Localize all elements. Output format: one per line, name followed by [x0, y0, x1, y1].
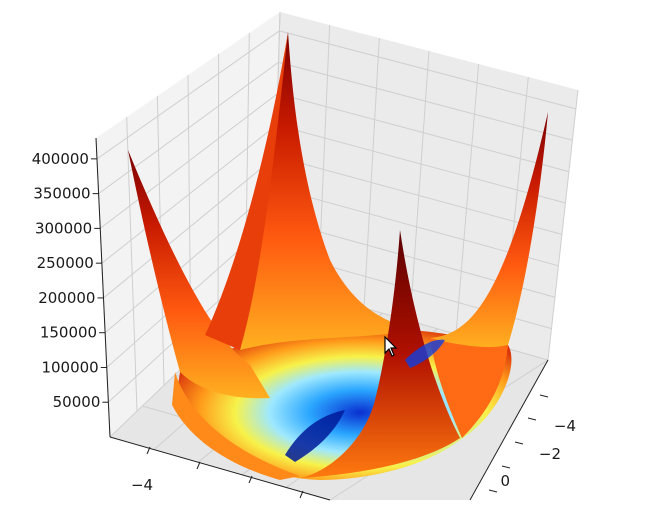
y-axis-ticks: −4 −2 0	[488, 394, 576, 493]
surface-shoulder	[205, 32, 288, 350]
x-tick-mark	[196, 461, 201, 470]
z-tick-label: 150000	[40, 324, 97, 342]
x-tick-mark	[146, 446, 151, 455]
surface-peak-front	[300, 230, 460, 478]
y-tick-mark	[514, 441, 524, 445]
z-tick-label: 350000	[33, 185, 90, 203]
surface-peak-left	[128, 150, 270, 399]
y-tick-mark	[527, 417, 537, 421]
mouse-cursor-icon	[384, 336, 398, 357]
y-tick-label: −4	[554, 417, 576, 435]
y-axis-spine	[469, 359, 549, 501]
surface	[128, 32, 548, 480]
surface-trough	[285, 410, 345, 462]
surface-front-wall	[172, 372, 300, 480]
surface-peak-right	[430, 112, 548, 348]
x-axis-ticks: −4	[131, 446, 304, 499]
z-tick-label: 200000	[38, 289, 95, 307]
left-pane	[96, 12, 280, 437]
z-tick-label: 300000	[35, 219, 92, 237]
y-tick-mark	[539, 394, 549, 398]
surface-peak-back	[240, 32, 420, 350]
x-axis-spine	[109, 436, 331, 501]
z-tick-label: 400000	[32, 150, 89, 168]
x-tick-mark	[248, 475, 253, 484]
y-tick-mark	[488, 489, 498, 493]
surface-right-slope	[430, 338, 508, 438]
y-tick-label: −2	[539, 445, 561, 463]
y-tick-label: 0	[500, 472, 510, 490]
x-tick-mark	[299, 490, 304, 499]
z-tick-label: 50000	[53, 393, 101, 411]
x-tick-label: −4	[131, 476, 153, 494]
z-axis-ticks: 50000 100000 150000 200000 250000 300000 35000…	[32, 150, 109, 411]
surface-trough-2	[405, 339, 445, 368]
z-axis-spine	[95, 137, 111, 438]
y-tick-mark	[501, 465, 511, 469]
z-tick-label: 250000	[37, 254, 94, 272]
z-tick-label: 100000	[41, 358, 98, 376]
